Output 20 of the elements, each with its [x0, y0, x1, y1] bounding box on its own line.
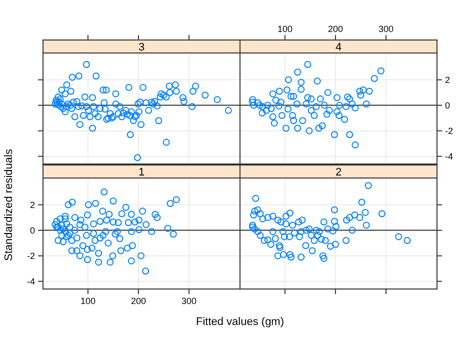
- y-tick-label: 2: [445, 74, 450, 85]
- x-tick-label: 200: [328, 24, 343, 34]
- chart-title: 2: [335, 166, 342, 178]
- x-tick-label: 100: [80, 296, 96, 306]
- x-tick-label: 300: [378, 24, 394, 34]
- chart-title: 4: [335, 41, 342, 54]
- y-tick-label: -4: [445, 151, 454, 162]
- x-tick-label: 100: [277, 24, 292, 34]
- y-tick-label: -4: [26, 276, 35, 286]
- y-tick-label: 0: [30, 225, 35, 236]
- chart-title: 3: [138, 41, 145, 54]
- x-tick-label: 200: [130, 296, 146, 306]
- y-axis-title: Standardized residuals: [3, 148, 15, 261]
- y-tick-label: -2: [445, 126, 454, 136]
- x-tick-label: 300: [181, 296, 196, 306]
- y-tick-label: 0: [445, 100, 450, 110]
- y-tick-label: 2: [30, 200, 35, 210]
- x-axis-title: Fitted values (gm): [196, 316, 284, 328]
- chart-title: 1: [138, 166, 145, 178]
- y-tick-label: -2: [26, 250, 35, 261]
